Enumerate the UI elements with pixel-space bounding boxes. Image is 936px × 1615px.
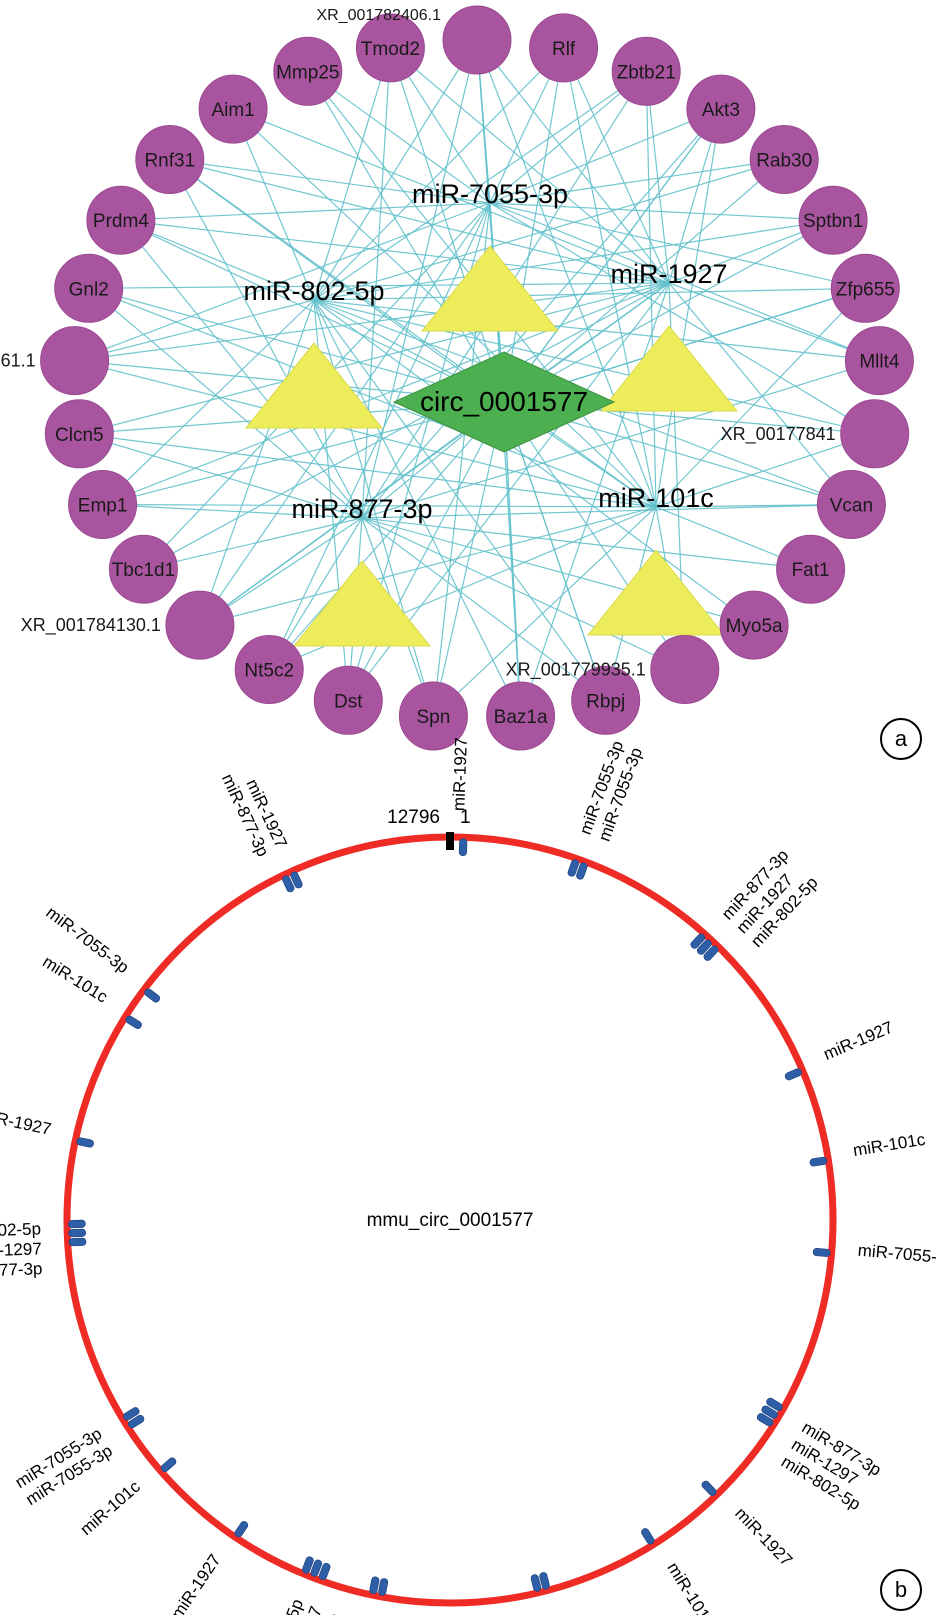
svg-text:Fat1: Fat1 [792,560,830,581]
svg-text:miR-101c: miR-101c [852,1130,927,1160]
svg-text:Prdm4: Prdm4 [93,211,149,232]
svg-text:Tbc1d1: Tbc1d1 [112,560,175,581]
svg-text:miR-1927: miR-1927 [168,1551,225,1615]
svg-text:XR_001782406.1: XR_001782406.1 [316,7,441,24]
svg-text:Nt5c2: Nt5c2 [244,661,294,682]
svg-text:Tmod2: Tmod2 [361,39,420,60]
svg-text:a: a [895,726,908,751]
svg-text:XR_001779935.1: XR_001779935.1 [506,660,646,681]
svg-text:Rnf31: Rnf31 [144,151,195,172]
svg-text:Sptbn1: Sptbn1 [803,211,863,232]
svg-text:miR-877-3p: miR-877-3p [291,494,432,524]
svg-text:Vcan: Vcan [830,496,873,517]
svg-text:miR-101c: miR-101c [663,1559,718,1615]
svg-text:Akt3: Akt3 [702,100,740,121]
svg-text:miR-1927: miR-1927 [821,1018,896,1064]
svg-text:Gnl2: Gnl2 [69,279,109,300]
svg-text:Myo5a: Myo5a [726,616,783,637]
svg-text:miR-877-3p: miR-877-3p [0,1259,43,1281]
svg-text:miR-101c: miR-101c [598,483,714,513]
svg-text:miR-7055-3p: miR-7055-3p [857,1241,936,1268]
svg-text:XR_001784130.1: XR_001784130.1 [21,615,161,636]
svg-text:XR_001781561.1: XR_001781561.1 [0,351,36,372]
svg-text:Mllt4: Mllt4 [859,352,900,373]
svg-text:Emp1: Emp1 [78,496,128,517]
svg-text:miR-802-5p: miR-802-5p [0,1219,41,1241]
svg-text:Aim1: Aim1 [211,100,254,121]
svg-text:miR-1927: miR-1927 [0,1105,53,1139]
svg-text:miR-1927: miR-1927 [731,1504,796,1570]
svg-text:miR-1297: miR-1297 [0,1239,42,1261]
svg-text:Rab30: Rab30 [756,151,812,172]
svg-text:Baz1a: Baz1a [494,707,548,728]
svg-text:Rlf: Rlf [552,39,576,60]
svg-text:12796: 12796 [387,807,440,828]
svg-text:miR-7055-3p: miR-7055-3p [412,179,568,209]
svg-text:Rbpj: Rbpj [586,691,625,712]
svg-text:Mmp25: Mmp25 [276,62,339,83]
svg-text:Clcn5: Clcn5 [55,425,104,446]
svg-text:miR-802-5p: miR-802-5p [258,1596,308,1615]
svg-text:Zbtb21: Zbtb21 [617,62,676,83]
svg-text:XR_00177841: XR_00177841 [721,424,836,445]
svg-text:mmu_circ_0001577: mmu_circ_0001577 [367,1210,534,1231]
svg-text:Dst: Dst [334,691,363,712]
svg-text:miR-101c: miR-101c [77,1477,145,1539]
svg-text:Spn: Spn [416,707,450,728]
svg-text:miR-1927: miR-1927 [449,737,471,811]
svg-text:miR-802-5p: miR-802-5p [243,276,384,306]
svg-text:Zfp655: Zfp655 [836,279,895,300]
svg-text:circ_0001577: circ_0001577 [420,386,588,417]
svg-text:miR-1927: miR-1927 [610,259,727,289]
svg-text:b: b [895,1577,907,1602]
